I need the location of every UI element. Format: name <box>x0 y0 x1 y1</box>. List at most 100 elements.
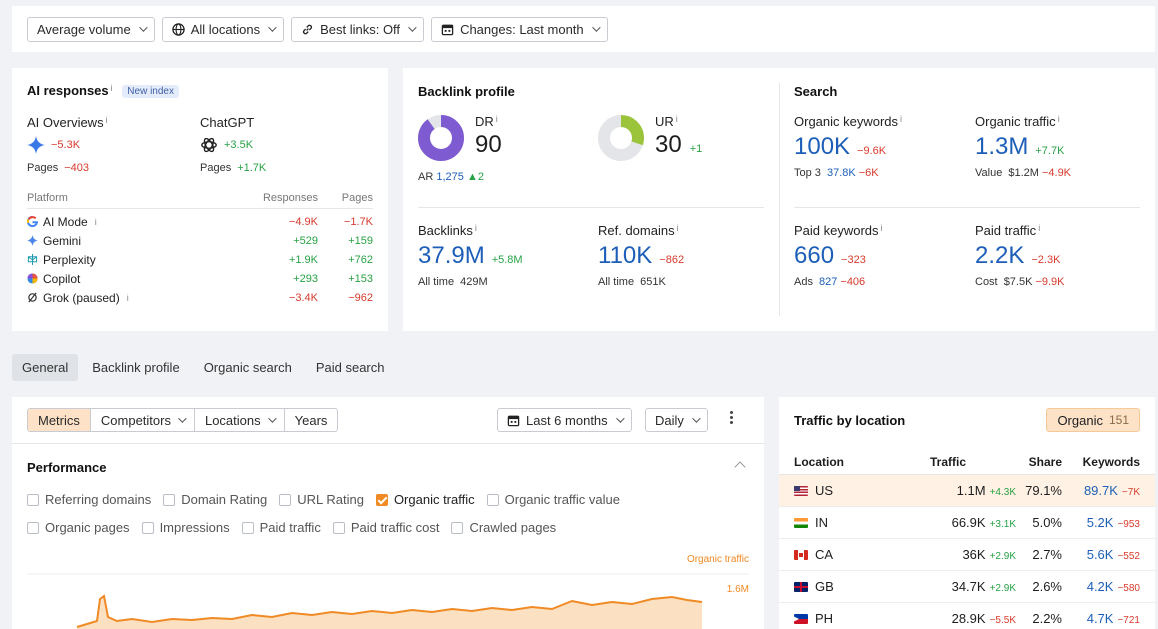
segment-locations[interactable]: Locations <box>195 409 285 431</box>
ur-donut-chart <box>598 115 644 161</box>
checkbox-crawled-pages[interactable]: Crawled pages <box>451 520 556 535</box>
divider <box>12 443 764 444</box>
ai-overviews-change: −5.3K <box>51 139 81 151</box>
checkbox-organic-traffic[interactable]: Organic traffic <box>375 492 475 507</box>
paid-keywords-value[interactable]: 660 <box>794 242 835 269</box>
segment-years[interactable]: Years <box>294 412 328 428</box>
segment-competitors[interactable]: Competitors <box>91 409 195 431</box>
changes-filter[interactable]: Changes: Last month <box>431 16 608 42</box>
keywords-value[interactable]: 5.2K <box>1086 515 1114 530</box>
ads-value[interactable]: 827 <box>819 276 838 288</box>
organic-keywords-value[interactable]: 100K <box>794 133 851 160</box>
tab-paid-search[interactable]: Paid search <box>315 360 385 375</box>
info-icon[interactable]: i <box>495 114 498 124</box>
organic-traffic-chart[interactable] <box>12 569 764 629</box>
checkbox-url-rating[interactable]: URL Rating <box>279 492 364 507</box>
info-icon[interactable]: i <box>94 216 97 227</box>
table-row[interactable]: GB 34.7K +2.9K 2.6% 4.2K −580 <box>779 571 1155 603</box>
organic-traffic-metric[interactable]: Organic traffic i 1.3M +7.7K Value $1.2M −4… <box>975 114 1071 179</box>
info-icon[interactable]: i <box>1038 223 1041 233</box>
organic-toggle[interactable]: Organic 151 <box>1046 408 1140 432</box>
chevron-up-icon[interactable] <box>734 461 746 473</box>
ref-domains-value[interactable]: 110K <box>598 242 653 269</box>
info-icon[interactable]: i <box>676 223 679 233</box>
keywords-value[interactable]: 4.2K <box>1086 579 1114 594</box>
date-range-dropdown[interactable]: Last 6 months <box>497 408 632 432</box>
info-icon[interactable]: i <box>474 223 477 233</box>
share-value: 5.0% <box>1032 515 1062 530</box>
table-row[interactable]: AI Mode i −4.9K −1.7K <box>27 212 373 231</box>
table-row[interactable]: US 1.1M +4.3K 79.1% 89.7K −7K <box>779 475 1155 507</box>
paid-traffic-metric[interactable]: Paid traffic i 2.2K −2.3K Cost $7.5K −9.9K <box>975 223 1065 288</box>
more-options-icon[interactable] <box>728 411 734 424</box>
granularity-dropdown[interactable]: Daily <box>645 408 708 432</box>
ph-flag-icon <box>794 613 808 624</box>
paid-traffic-label: Paid traffic <box>975 223 1037 238</box>
link-icon <box>303 24 313 34</box>
tab-general[interactable]: General <box>12 354 79 381</box>
keywords-value[interactable]: 5.6K <box>1086 547 1114 562</box>
segment-metrics[interactable]: Metrics <box>28 409 91 431</box>
location-table: Location Traffic Share Keywords US 1.1M +… <box>779 449 1155 629</box>
all-time-label: All time <box>418 276 455 288</box>
top3-value[interactable]: 37.8K <box>826 167 856 179</box>
copilot-icon <box>27 273 38 284</box>
checkbox-organic-pages[interactable]: Organic pages <box>27 520 130 535</box>
ur-metric[interactable]: UR i 30 +1 <box>597 114 702 162</box>
info-icon[interactable]: i <box>126 292 129 303</box>
keywords-change: −552 <box>1117 551 1140 562</box>
backlinks-value[interactable]: 37.9M <box>418 242 485 269</box>
checkbox-organic-traffic-value[interactable]: Organic traffic value <box>486 492 620 507</box>
organic-keywords-metric[interactable]: Organic keywords i 100K −9.6K Top 3 37.8K −… <box>794 114 902 179</box>
table-row[interactable]: Perplexity +1.9K +762 <box>27 250 373 269</box>
table-row[interactable]: Gemini +529 +159 <box>27 231 373 250</box>
checkbox-impressions[interactable]: Impressions <box>141 520 230 535</box>
segment-label: Locations <box>204 412 261 428</box>
table-row[interactable]: Copilot +293 +153 <box>27 269 373 288</box>
info-icon[interactable]: i <box>1057 114 1060 124</box>
filter-bar: Average volume All locations Best links:… <box>12 6 1155 52</box>
paid-traffic-value[interactable]: 2.2K <box>975 242 1025 269</box>
dr-metric[interactable]: DR i 90 <box>417 114 502 162</box>
average-volume-filter[interactable]: Average volume <box>27 16 155 42</box>
checkbox-referring-domains[interactable]: Referring domains <box>27 492 151 507</box>
info-icon[interactable]: i <box>105 115 108 125</box>
tab-backlink-profile[interactable]: Backlink profile <box>92 360 180 375</box>
best-links-filter[interactable]: Best links: Off <box>291 16 425 42</box>
ref-domains-metric[interactable]: Ref. domains i 110K −862 All time 651K <box>598 223 684 288</box>
keywords-change: −580 <box>1117 583 1140 594</box>
pages-header: Pages <box>341 192 373 204</box>
organic-traffic-value[interactable]: 1.3M <box>975 133 1029 160</box>
ref-domains-all-time: 651K <box>640 276 666 288</box>
locations-filter[interactable]: All locations <box>161 16 285 42</box>
paid-keywords-metric[interactable]: Paid keywords i 660 −323 Ads 827 −406 <box>794 223 883 288</box>
checkbox-domain-rating[interactable]: Domain Rating <box>163 492 267 507</box>
table-row[interactable]: IN 66.9K +3.1K 5.0% 5.2K −953 <box>779 507 1155 539</box>
value-label: Value <box>975 167 1003 179</box>
keywords-header[interactable]: Keywords <box>1082 454 1140 469</box>
checkbox-label: Organic traffic <box>393 492 475 507</box>
table-row[interactable]: Grok (paused) i −3.4K −962 <box>27 288 373 307</box>
performance-card: Metrics Competitors Locations Years Last… <box>12 397 764 629</box>
openai-icon <box>201 137 217 153</box>
location-header[interactable]: Location <box>794 454 844 469</box>
gb-flag-icon <box>794 581 808 592</box>
checkbox-paid-traffic-cost[interactable]: Paid traffic cost <box>332 520 439 535</box>
checkbox-paid-traffic[interactable]: Paid traffic <box>241 520 321 535</box>
ar-value[interactable]: 1,275 <box>436 171 464 183</box>
share-header[interactable]: Share <box>1028 454 1062 469</box>
keywords-value[interactable]: 4.7K <box>1086 611 1114 626</box>
tab-organic-search[interactable]: Organic search <box>203 360 292 375</box>
checkbox-label: Domain Rating <box>181 492 268 507</box>
chevron-down-icon <box>591 23 601 32</box>
table-row[interactable]: CA 36K +2.9K 2.7% 5.6K −552 <box>779 539 1155 571</box>
info-icon[interactable]: i <box>675 114 678 124</box>
backlinks-metric[interactable]: Backlinks i 37.9M +5.8M All time 429M <box>418 223 523 288</box>
pages-label: Pages <box>27 162 59 174</box>
traffic-header[interactable]: Traffic <box>930 454 967 469</box>
info-icon[interactable]: i <box>880 223 883 233</box>
info-icon[interactable]: i <box>110 83 113 93</box>
info-icon[interactable]: i <box>900 114 903 124</box>
keywords-value[interactable]: 89.7K <box>1083 483 1118 498</box>
table-row[interactable]: PH 28.9K −5.5K 2.2% 4.7K −721 <box>779 603 1155 629</box>
